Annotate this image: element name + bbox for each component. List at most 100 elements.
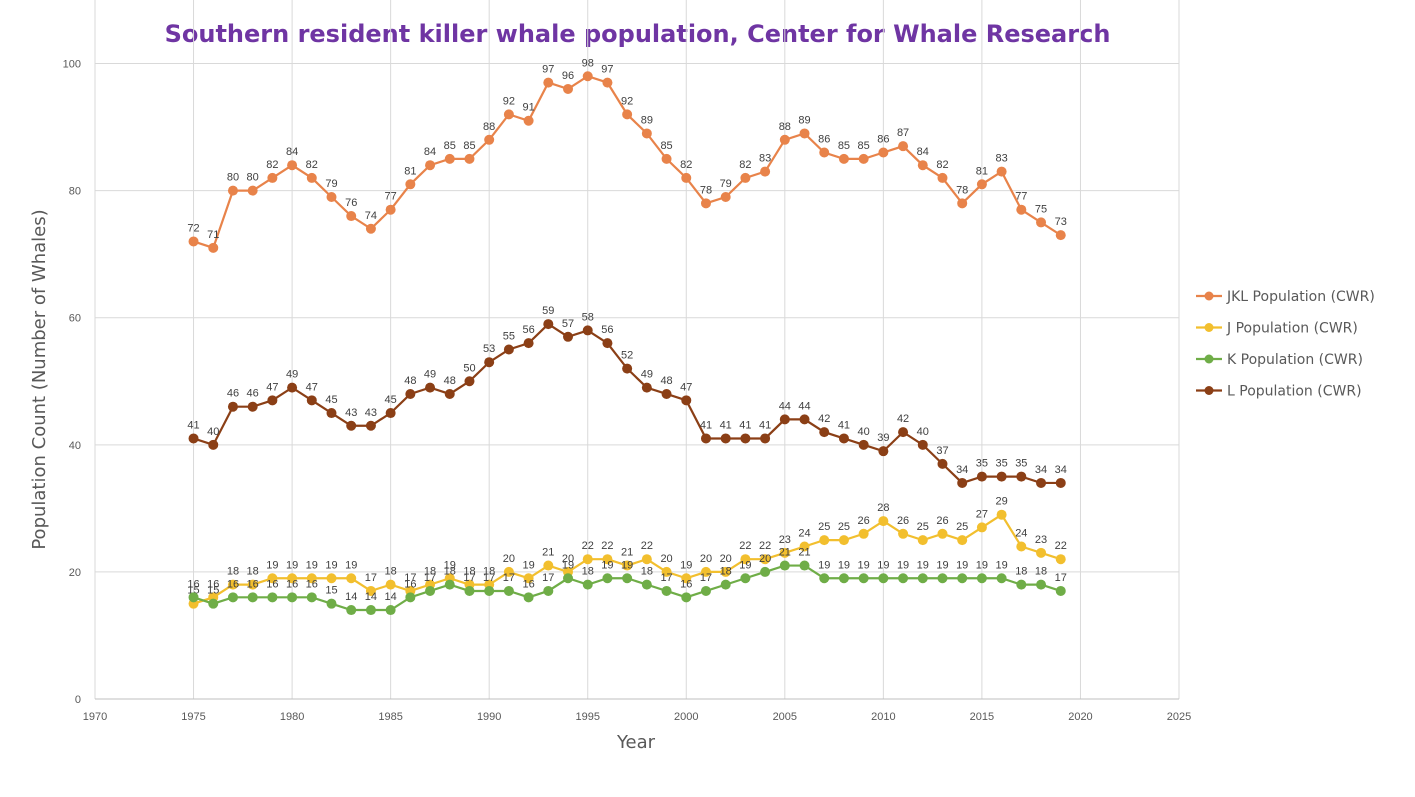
data-label: 26: [936, 515, 948, 527]
data-point: [700, 198, 711, 209]
y-tick-label: 100: [63, 59, 81, 71]
chart-title: Southern resident killer whale populatio…: [164, 20, 1111, 48]
data-point: [937, 458, 948, 469]
data-point: [365, 420, 376, 431]
data-label: 39: [877, 432, 889, 444]
x-tick-label: 2020: [1068, 711, 1092, 723]
data-point: [976, 573, 987, 584]
data-point: [700, 585, 711, 596]
data-label: 87: [897, 127, 909, 139]
data-point: [661, 153, 672, 164]
data-label: 41: [739, 419, 751, 431]
data-label: 57: [562, 318, 574, 330]
data-point: [898, 528, 909, 539]
data-point: [760, 566, 771, 577]
data-label: 20: [700, 553, 712, 565]
data-point: [326, 191, 337, 202]
data-label: 41: [759, 419, 771, 431]
data-point: [602, 573, 613, 584]
data-point: [898, 141, 909, 152]
data-label: 83: [995, 153, 1007, 165]
data-point: [444, 579, 455, 590]
data-label: 59: [542, 305, 554, 317]
data-label: 22: [739, 540, 751, 552]
data-point: [681, 172, 692, 183]
data-point: [641, 128, 652, 139]
data-label: 88: [779, 121, 791, 133]
data-point: [425, 382, 436, 393]
data-point: [996, 573, 1007, 584]
x-tick-label: 2025: [1167, 711, 1191, 723]
data-point: [1036, 579, 1047, 590]
data-point: [996, 166, 1007, 177]
data-label: 17: [404, 572, 416, 584]
data-point: [858, 573, 869, 584]
data-label: 20: [759, 553, 771, 565]
data-label: 34: [1055, 464, 1067, 476]
legend-label: J Population (CWR): [1226, 321, 1358, 337]
data-label: 16: [266, 578, 278, 590]
data-label: 47: [266, 381, 278, 393]
data-label: 17: [700, 572, 712, 584]
data-label: 19: [522, 559, 534, 571]
data-label: 35: [1015, 458, 1027, 470]
data-point: [247, 592, 258, 603]
data-label: 45: [385, 394, 397, 406]
data-point: [227, 401, 238, 412]
y-tick-label: 40: [69, 440, 81, 452]
data-label: 21: [779, 547, 791, 559]
data-label: 17: [542, 572, 554, 584]
data-label: 18: [247, 566, 259, 578]
data-point: [681, 573, 692, 584]
data-point: [878, 573, 889, 584]
data-label: 17: [365, 572, 377, 584]
data-point: [976, 522, 987, 533]
data-label: 92: [621, 95, 633, 107]
data-label: 88: [483, 121, 495, 133]
data-point: [523, 592, 534, 603]
data-label: 80: [227, 172, 239, 184]
data-point: [1055, 230, 1066, 241]
data-label: 20: [720, 553, 732, 565]
data-point: [326, 598, 337, 609]
data-label: 43: [345, 407, 357, 419]
data-point: [188, 433, 199, 444]
data-label: 97: [542, 64, 554, 76]
data-point: [464, 376, 475, 387]
data-point: [464, 585, 475, 596]
data-label: 19: [739, 559, 751, 571]
data-label: 82: [739, 159, 751, 171]
data-point: [700, 433, 711, 444]
data-point: [523, 338, 534, 349]
data-point: [760, 433, 771, 444]
data-label: 16: [286, 578, 298, 590]
data-label: 19: [562, 559, 574, 571]
data-point: [563, 573, 574, 584]
data-point: [917, 160, 928, 171]
data-point: [838, 433, 849, 444]
data-label: 19: [286, 559, 298, 571]
data-label: 17: [483, 572, 495, 584]
data-point: [326, 573, 337, 584]
data-point: [287, 573, 298, 584]
data-point: [503, 344, 514, 355]
data-point: [385, 408, 396, 419]
data-point: [484, 357, 495, 368]
data-label: 19: [995, 559, 1007, 571]
data-label: 18: [641, 566, 653, 578]
data-point: [346, 573, 357, 584]
data-point: [582, 325, 593, 336]
data-label: 85: [858, 140, 870, 152]
data-point: [779, 414, 790, 425]
data-label: 25: [818, 521, 830, 533]
y-tick-label: 0: [75, 694, 81, 706]
data-label: 19: [956, 559, 968, 571]
data-point: [957, 573, 968, 584]
data-label: 89: [798, 114, 810, 126]
data-label: 19: [325, 559, 337, 571]
data-label: 34: [1035, 464, 1047, 476]
y-tick-label: 20: [69, 567, 81, 579]
data-point: [681, 395, 692, 406]
data-point: [898, 573, 909, 584]
data-label: 35: [995, 458, 1007, 470]
